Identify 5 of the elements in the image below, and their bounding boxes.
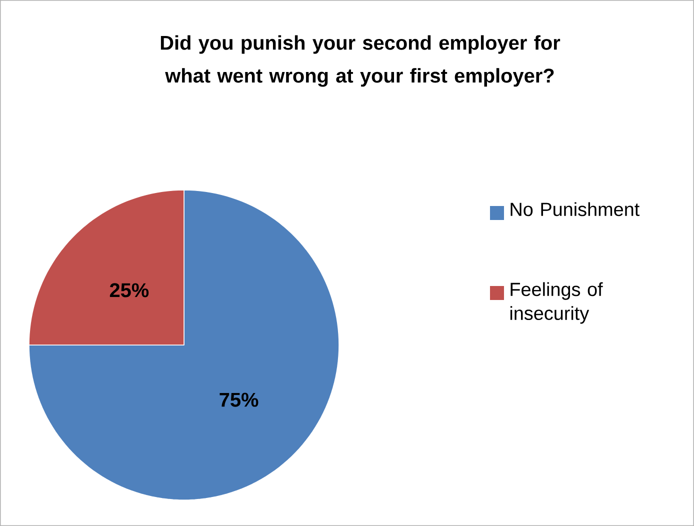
data-label: 25%: [110, 283, 149, 298]
chart-title: Did you punish your second employer for what went wrong at your first employer?: [160, 35, 560, 87]
legend-label: No Punishment: [510, 202, 640, 216]
data-label: 75%: [220, 392, 258, 407]
legend-label: Feelings of insecurity: [510, 282, 603, 324]
